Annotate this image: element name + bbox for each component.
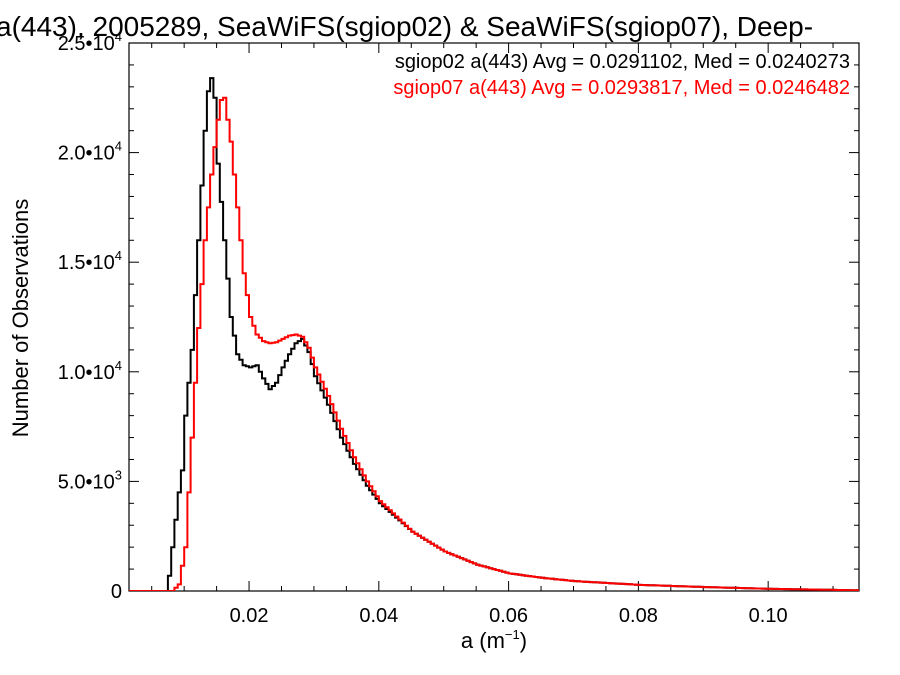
y-tick-mantissa: 0 <box>111 581 122 603</box>
y-tick-exponent: 3 <box>115 467 122 482</box>
y-tick-mantissa: 2.5•10 <box>58 33 115 55</box>
legend-entry-sgiop02: sgiop02 a(443) Avg = 0.0291102, Med = 0.… <box>395 51 850 73</box>
y-tick-label: 1.5•104 <box>58 248 122 274</box>
chart-title: a(443), 2005289, SeaWiFS(sgiop02) & SeaW… <box>0 11 813 42</box>
legend-entry-sgiop07: sgiop07 a(443) Avg = 0.0293817, Med = 0.… <box>393 77 850 99</box>
y-tick-exponent: 4 <box>115 29 122 44</box>
y-tick-mantissa: 1.0•10 <box>58 362 115 384</box>
y-tick-label: 5.0•103 <box>58 467 122 493</box>
series-line-1 <box>129 96 859 591</box>
x-tick-label: 0.10 <box>749 605 788 627</box>
legend: sgiop02 a(443) Avg = 0.0291102, Med = 0.… <box>393 51 850 99</box>
x-axis-label-base: a (m <box>461 628 505 653</box>
plot-frame <box>128 42 860 592</box>
y-tick-label: 2.5•104 <box>58 29 122 55</box>
y-tick-label: 2.0•104 <box>58 139 122 165</box>
y-tick-mantissa: 5.0•10 <box>58 471 115 493</box>
x-tick-label: 0.04 <box>359 605 398 627</box>
x-axis-label-sup: −1 <box>505 627 520 642</box>
y-tick-exponent: 4 <box>115 358 122 373</box>
y-tick-mantissa: 1.5•10 <box>58 252 115 274</box>
x-tick-label: 0.02 <box>230 605 269 627</box>
x-axis-label-close: ) <box>520 628 527 653</box>
series-line-0 <box>129 77 859 591</box>
x-tick-label: 0.06 <box>489 605 528 627</box>
x-tick-label: 0.08 <box>619 605 658 627</box>
y-tick-exponent: 4 <box>115 248 122 263</box>
y-tick-mantissa: 2.0•10 <box>58 143 115 165</box>
y-axis-label: Number of Observations <box>8 199 33 437</box>
y-tick-label: 0 <box>111 581 122 603</box>
plot-area: 0.02 0.04 0.06 0.08 0.1005.0•1031.0•1041.5•1… <box>58 29 860 627</box>
y-tick-exponent: 4 <box>115 139 122 154</box>
x-axis-label: a (m−1) <box>461 627 527 653</box>
y-tick-label: 1.0•104 <box>58 358 122 384</box>
